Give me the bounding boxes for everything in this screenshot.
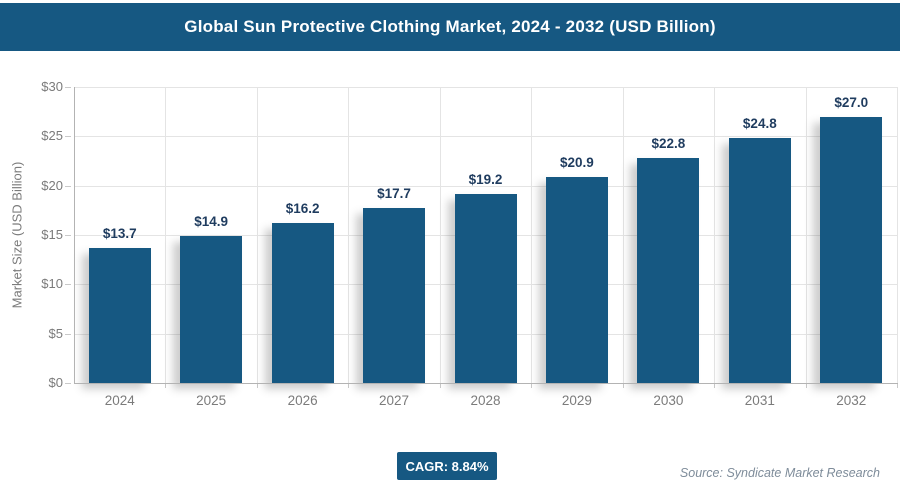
gridline-vertical xyxy=(531,87,533,383)
gridline-vertical xyxy=(439,87,441,383)
bar-value-label: $16.2 xyxy=(285,201,320,217)
x-axis-tick xyxy=(897,383,898,388)
y-axis-tick xyxy=(65,284,71,286)
x-axis-tick-label: 2030 xyxy=(653,393,684,408)
gridline-vertical xyxy=(165,87,167,383)
gridline-vertical xyxy=(805,87,807,383)
x-axis-tick xyxy=(348,383,350,388)
y-axis-tick-label: $5 xyxy=(48,325,63,341)
bar-value-label: $27.0 xyxy=(834,94,869,110)
y-axis-line xyxy=(74,87,75,384)
bar-value-label: $24.8 xyxy=(742,116,777,132)
bar xyxy=(728,138,791,383)
bar xyxy=(180,236,243,383)
x-axis-tick xyxy=(622,383,624,388)
chart-title: Global Sun Protective Clothing Market, 2… xyxy=(184,17,716,36)
x-axis-tick-label: 2028 xyxy=(470,393,501,408)
bar-value-label: $13.7 xyxy=(102,225,137,241)
bar-value-label: $14.9 xyxy=(194,214,229,229)
y-axis-tick xyxy=(65,185,71,187)
chart-header: Global Sun Protective Clothing Market, 2… xyxy=(0,3,900,51)
x-axis-tick-labels: 2024 2025 2026 2027 2028 2029 2030 2031 2032 xyxy=(74,393,897,413)
x-axis-tick xyxy=(256,383,258,388)
y-axis-title: Market Size (USD Billion) xyxy=(9,161,25,309)
gridline-vertical xyxy=(897,87,898,383)
bar-value-label: $19.2 xyxy=(468,171,503,187)
y-axis-tick-label: $25 xyxy=(41,128,63,144)
bar xyxy=(454,193,517,383)
x-axis-tick-label: 2029 xyxy=(561,393,592,408)
source-note: Source: Syndicate Market Research xyxy=(679,466,880,480)
x-axis-tick xyxy=(805,383,807,388)
bar-value-label: $22.8 xyxy=(651,136,686,152)
x-axis-tick xyxy=(165,383,167,388)
bar-value-label: $20.9 xyxy=(560,154,594,170)
x-axis-tick xyxy=(531,383,533,388)
x-axis-tick-label: 2026 xyxy=(287,393,318,408)
gridline-vertical xyxy=(622,87,624,383)
x-axis-tick-label: 2027 xyxy=(379,393,410,408)
x-axis-tick-label: 2031 xyxy=(744,393,775,408)
x-axis-line xyxy=(74,383,898,384)
bar xyxy=(88,247,151,383)
y-axis-tick-label: $30 xyxy=(41,79,63,94)
cagr-badge: CAGR: 8.84% xyxy=(397,452,497,480)
y-axis-tick xyxy=(65,235,71,236)
bar-value-label: $17.7 xyxy=(377,186,411,202)
bar xyxy=(820,116,883,383)
y-axis-tick xyxy=(65,136,71,138)
gridline-horizontal xyxy=(74,87,897,88)
x-axis-tick-label: 2025 xyxy=(196,393,227,408)
gridline-vertical xyxy=(348,87,350,383)
gridline-vertical xyxy=(714,87,716,383)
bar xyxy=(363,208,426,383)
bar xyxy=(271,223,334,383)
bar xyxy=(637,158,700,383)
x-axis-tick xyxy=(439,383,441,388)
gridline-horizontal xyxy=(74,185,897,187)
y-axis-tick xyxy=(65,383,71,384)
y-axis-tick xyxy=(65,87,71,88)
x-axis-tick-label: 2032 xyxy=(836,393,867,408)
x-axis-tick-label: 2024 xyxy=(104,393,135,408)
y-axis-tick-label: $0 xyxy=(48,375,63,390)
x-axis-tick xyxy=(714,383,716,388)
y-axis-tick xyxy=(65,333,71,335)
bar xyxy=(545,176,608,383)
gridline-vertical xyxy=(256,87,258,383)
plot-area: $13.7 $14.9 $16.2 $17.7 $19.2 $20.9 $22.8 $24.8… xyxy=(74,87,898,388)
gridline-horizontal xyxy=(74,136,897,138)
